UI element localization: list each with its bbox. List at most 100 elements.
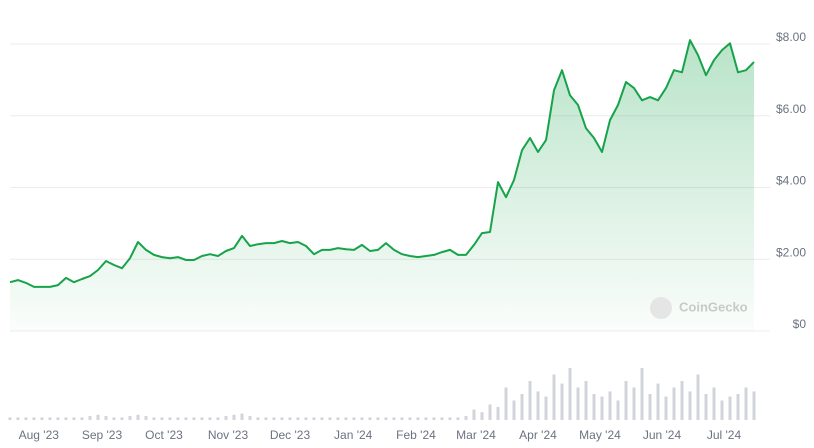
volume-bar — [248, 416, 252, 420]
x-tick-label: Jul '24 — [707, 428, 742, 442]
volume-bar — [472, 409, 476, 420]
volume-bar — [560, 383, 564, 420]
volume-bar — [328, 417, 332, 420]
volume-bar — [648, 394, 652, 420]
price-area — [10, 40, 754, 331]
volume-bar — [584, 381, 588, 420]
x-tick-label: Dec '23 — [270, 428, 311, 442]
x-tick-label: Jan '24 — [334, 428, 373, 442]
y-tick-label: $0 — [793, 317, 807, 331]
y-tick-label: $2.00 — [776, 245, 806, 259]
volume-bar — [712, 387, 716, 420]
volume-bar — [384, 417, 388, 420]
volume-bar — [288, 417, 292, 420]
volume-bar — [72, 417, 76, 420]
volume-bar — [680, 381, 684, 420]
y-tick-label: $6.00 — [776, 102, 806, 116]
volume-bar — [424, 417, 428, 420]
volume-bar — [632, 387, 636, 420]
volume-bar — [344, 417, 348, 420]
volume-bar — [488, 404, 492, 420]
watermark-text: CoinGecko — [679, 299, 748, 314]
volume-bar — [720, 400, 724, 420]
volume-bar — [512, 400, 516, 420]
volume-bar — [496, 407, 500, 420]
volume-bar — [440, 417, 444, 420]
volume-bar — [336, 417, 340, 420]
volume-bar — [568, 368, 572, 420]
volume-bar — [528, 381, 532, 420]
volume-bar — [8, 417, 12, 420]
volume-bar — [80, 417, 84, 420]
volume-bar — [352, 417, 356, 420]
plot: $0 $2.00 $4.00 $6.00 $8.00 Aug '23 Sep '23 Oct … — [8, 30, 807, 442]
volume-bar — [520, 394, 524, 420]
y-tick-label: $8.00 — [776, 30, 806, 44]
price-line — [9, 39, 755, 288]
x-tick-label: Oct '23 — [145, 428, 183, 442]
volume-bar — [624, 381, 628, 420]
volume-bar — [240, 413, 244, 420]
volume-bar — [16, 417, 20, 420]
volume-bar — [376, 417, 380, 420]
volume-bar — [296, 417, 300, 420]
x-tick-label: Aug '23 — [19, 428, 60, 442]
volume-bar — [96, 414, 100, 420]
watermark-logo — [650, 297, 672, 319]
volume-bar — [688, 391, 692, 420]
volume-bar — [544, 396, 548, 420]
volume-bar — [264, 417, 268, 420]
volume-bar — [112, 417, 116, 420]
volume-bar — [616, 400, 620, 420]
volume-bar — [736, 394, 740, 420]
volume-bar — [536, 391, 540, 420]
volume-bar — [104, 416, 108, 420]
volume-bar — [408, 417, 412, 420]
x-tick-label: Feb '24 — [396, 428, 436, 442]
volume-bar — [400, 417, 404, 420]
volume-bar — [432, 417, 436, 420]
volume-bar — [256, 417, 260, 420]
volume-bar — [192, 417, 196, 420]
volume-bar — [360, 417, 364, 420]
volume-bar — [136, 414, 140, 420]
volume-bar — [664, 396, 668, 420]
volume-bar — [448, 417, 452, 420]
volume-bar — [608, 391, 612, 420]
volume-bar — [392, 417, 396, 420]
volume-bar — [160, 417, 164, 420]
x-tick-label: Jun '24 — [643, 428, 682, 442]
x-tick-label: Apr '24 — [519, 428, 557, 442]
volume-bar — [600, 396, 604, 420]
volume-bar — [48, 417, 52, 420]
volume-bar — [552, 374, 556, 420]
volume-bar — [704, 394, 708, 420]
volume-bar — [88, 416, 92, 420]
volume-bar — [744, 387, 748, 420]
volume-bar — [464, 416, 468, 420]
volume-bar — [32, 417, 36, 420]
volume-bar — [184, 417, 188, 420]
volume-bar — [312, 417, 316, 420]
volume-bar — [656, 383, 660, 420]
volume-bar — [56, 417, 60, 420]
volume-bar — [128, 416, 132, 420]
volume-bar — [176, 417, 180, 420]
volume-bar — [216, 417, 220, 420]
volume-bar — [480, 412, 484, 420]
volume-bar — [304, 417, 308, 420]
volume-bar — [280, 417, 284, 420]
volume-bar — [40, 417, 44, 420]
volume-bar — [728, 396, 732, 420]
volume-bar — [64, 417, 68, 420]
volume-bar — [456, 417, 460, 420]
volume-bar — [320, 417, 324, 420]
volume-bar — [200, 417, 204, 420]
x-tick-label: May '24 — [579, 428, 621, 442]
volume-bar — [672, 387, 676, 420]
volume-bar — [752, 391, 756, 420]
volume-bar — [640, 368, 644, 420]
x-tick-label: Mar '24 — [456, 428, 496, 442]
volume-bar — [272, 417, 276, 420]
